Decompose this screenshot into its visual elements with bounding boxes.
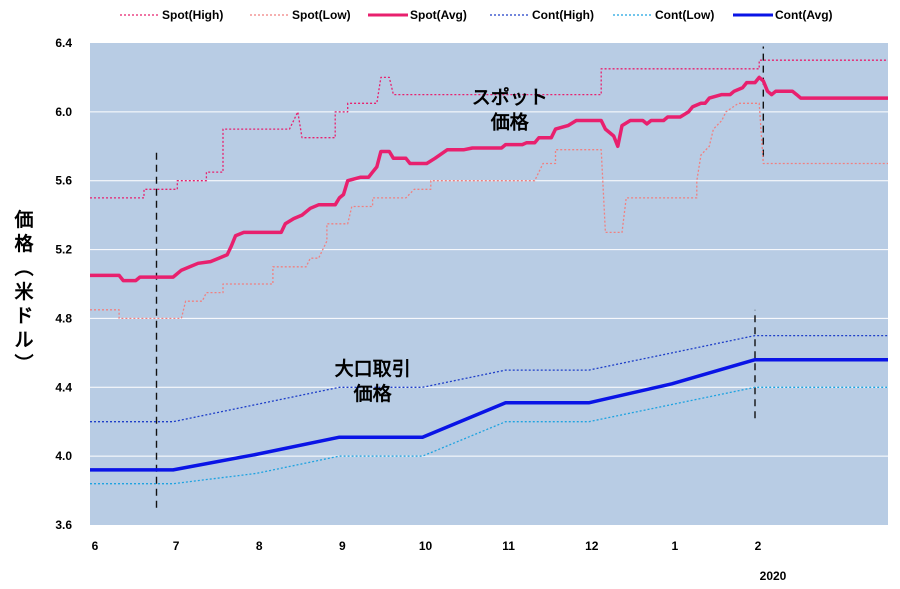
y-tick-label: 4.8: [55, 311, 72, 325]
legend-label: Cont(High): [532, 8, 594, 22]
legend: Spot(High) Spot(Low) Spot(Avg) Cont(High) Co…: [120, 8, 833, 22]
legend-label: Cont(Avg): [775, 8, 833, 22]
series-line-spot-avg: [90, 75, 888, 283]
x-tick-label: 9: [339, 539, 346, 553]
y-tick-label: 5.2: [55, 243, 72, 257]
y-tick-label: 5.6: [55, 174, 72, 188]
x-tick-label: 6: [92, 539, 99, 553]
y-axis-label-char: 格: [14, 232, 34, 255]
annotation-text: 大口取引: [335, 357, 411, 380]
annotation-text: スポット: [472, 85, 548, 108]
annotation-text: 価格: [490, 110, 530, 133]
y-axis-label-char: 価: [13, 209, 33, 231]
x-tick-label: 8: [256, 539, 263, 553]
x-tick-label: 12: [585, 539, 599, 553]
y-tick-label: 4.0: [55, 449, 72, 463]
annotation-text: 価格: [353, 382, 393, 405]
x-tick-label: 11: [502, 539, 515, 553]
y-axis-label-char: ル: [14, 329, 33, 351]
y-axis-label: 価格 （ 米ドル ）: [12, 209, 35, 373]
y-tick-label: 6.4: [55, 36, 72, 50]
year-label: 2020: [760, 569, 787, 583]
series-line-spot-low: [90, 102, 888, 320]
series-line-cont-avg: [90, 357, 888, 472]
legend-label: Spot(Low): [292, 8, 351, 22]
x-axis-ticks: 6 7 8 9 10 11 12 1 2: [92, 539, 762, 553]
x-tick-label: 7: [173, 539, 180, 553]
dashed-markers: [155, 46, 765, 508]
x-tick-label: 1: [672, 539, 679, 553]
x-tick-label: 10: [419, 539, 433, 553]
y-tick-label: 6.0: [55, 105, 72, 119]
series-line-cont-high: [90, 334, 888, 423]
plot-area: [90, 43, 888, 525]
y-axis-label-char: 米: [14, 280, 34, 303]
legend-label: Spot(Avg): [410, 8, 467, 22]
y-axis-ticks: 3.6 4.0 4.4 4.8 5.2 5.6 6.0 6.4: [55, 36, 72, 532]
series-line-cont-low: [90, 386, 888, 485]
x-tick-label: 2: [755, 539, 762, 553]
y-tick-label: 3.6: [55, 518, 72, 532]
y-axis-label-char: （: [12, 257, 35, 276]
y-axis-label-char: ）: [12, 353, 35, 372]
series-lines: [90, 59, 888, 485]
y-tick-label: 4.4: [55, 380, 72, 394]
legend-label: Spot(High): [162, 8, 223, 22]
y-axis-label-char: ド: [14, 305, 33, 327]
series-line-spot-high: [90, 59, 888, 199]
legend-label: Cont(Low): [655, 8, 714, 22]
